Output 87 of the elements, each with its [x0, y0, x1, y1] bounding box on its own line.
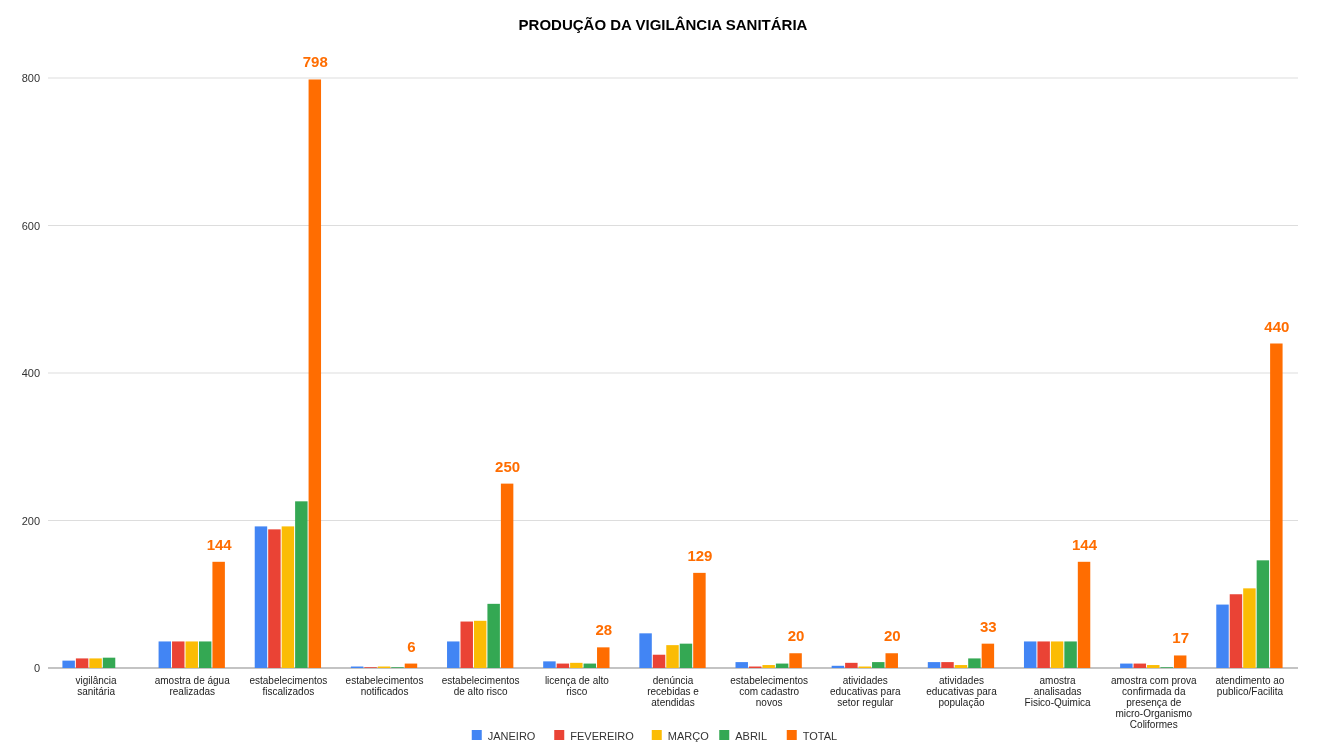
bar	[597, 647, 610, 668]
y-tick-label: 0	[33, 662, 40, 674]
data-label: 440	[1264, 317, 1290, 335]
data-label: 17	[1172, 629, 1190, 647]
bar	[570, 662, 583, 668]
x-tick-label: estabelecimentos com cadastro novos	[730, 675, 809, 708]
legend-label: JANEIRO	[487, 730, 536, 742]
x-tick-label: atividades educativas para população	[926, 675, 998, 708]
bar	[1256, 560, 1270, 668]
x-tick-label: estabelecimentos notificados	[345, 675, 424, 697]
legend-label: TOTAL	[802, 730, 838, 742]
bar	[1023, 641, 1037, 668]
legend-label: FEVEREIRO	[570, 730, 635, 742]
bar	[1077, 561, 1091, 668]
y-tick-label: 800	[21, 72, 40, 84]
bar	[941, 662, 954, 668]
bar	[543, 661, 556, 668]
x-tick-label: atividades educativas para setor regular	[830, 675, 902, 708]
bar	[666, 645, 679, 668]
bar	[62, 660, 75, 668]
data-label: 6	[407, 637, 416, 655]
bar	[185, 641, 198, 668]
bar	[954, 665, 968, 668]
bar	[308, 79, 322, 668]
bar	[460, 621, 473, 668]
bar	[1120, 663, 1133, 668]
bar	[268, 529, 281, 668]
bar	[927, 662, 941, 668]
bar	[172, 641, 185, 668]
x-tick-label: denúncia recebidas e atendidas	[647, 675, 700, 708]
data-label: 20	[883, 627, 901, 645]
bar	[845, 662, 858, 668]
y-tick-label: 400	[21, 367, 40, 379]
bar	[254, 526, 268, 668]
bar	[693, 572, 706, 668]
data-label: 798	[302, 53, 328, 71]
bar	[89, 658, 102, 668]
data-label: 33	[980, 617, 997, 635]
bar	[735, 662, 748, 668]
data-label: 250	[495, 457, 521, 475]
bar	[981, 643, 995, 668]
legend-label: ABRIL	[735, 730, 768, 742]
bar	[968, 658, 981, 668]
bar	[500, 483, 514, 668]
bar	[447, 641, 460, 668]
bar	[1173, 655, 1187, 668]
bar	[1243, 588, 1256, 668]
bar	[212, 561, 225, 668]
bar	[1270, 343, 1283, 668]
legend-label: MARÇO	[667, 730, 710, 742]
bar	[885, 653, 898, 668]
bar	[1064, 641, 1077, 668]
x-tick-label: licença de alto risco	[544, 675, 610, 697]
chart-title: PRODUÇÃO DA VIGILÂNCIA SANITÁRIA	[518, 16, 808, 33]
bar	[1229, 594, 1243, 668]
data-label: 144	[1072, 535, 1098, 553]
bar	[487, 603, 500, 668]
data-label: 28	[595, 621, 613, 639]
x-tick-label: amostra de água realizadas	[154, 675, 231, 697]
bar	[75, 658, 89, 668]
x-tick-label: amostra analisadas Fisico-Quimica	[1024, 675, 1092, 708]
x-tick-label: vigilância sanitária	[75, 675, 118, 697]
data-label: 144	[206, 535, 233, 553]
bar	[679, 643, 693, 668]
y-tick-label: 600	[21, 219, 40, 232]
data-label: 20	[787, 627, 805, 645]
bar	[473, 620, 487, 668]
y-tick-label: 200	[21, 514, 40, 527]
bar	[652, 654, 666, 668]
data-label: 129	[687, 546, 713, 564]
bar	[872, 662, 885, 668]
bar	[639, 633, 652, 668]
bar	[158, 641, 172, 668]
x-tick-label: atendimento ao publico/Facilita	[1215, 675, 1285, 697]
x-tick-label: estabelecimentos de alto risco	[441, 675, 520, 697]
bar	[281, 526, 295, 668]
x-tick-label: amostra com prova confirmada da presença de micro-Organismo Coliformes	[1110, 675, 1197, 730]
bar	[198, 641, 212, 668]
x-tick-label: estabelecimentos fiscalizados	[249, 675, 328, 697]
bar	[102, 657, 116, 668]
bar	[1050, 641, 1064, 668]
bar	[762, 665, 775, 668]
bar	[1147, 665, 1160, 668]
bar	[789, 653, 802, 668]
bar	[295, 501, 308, 668]
bar	[1216, 604, 1229, 668]
bar	[1037, 641, 1050, 668]
